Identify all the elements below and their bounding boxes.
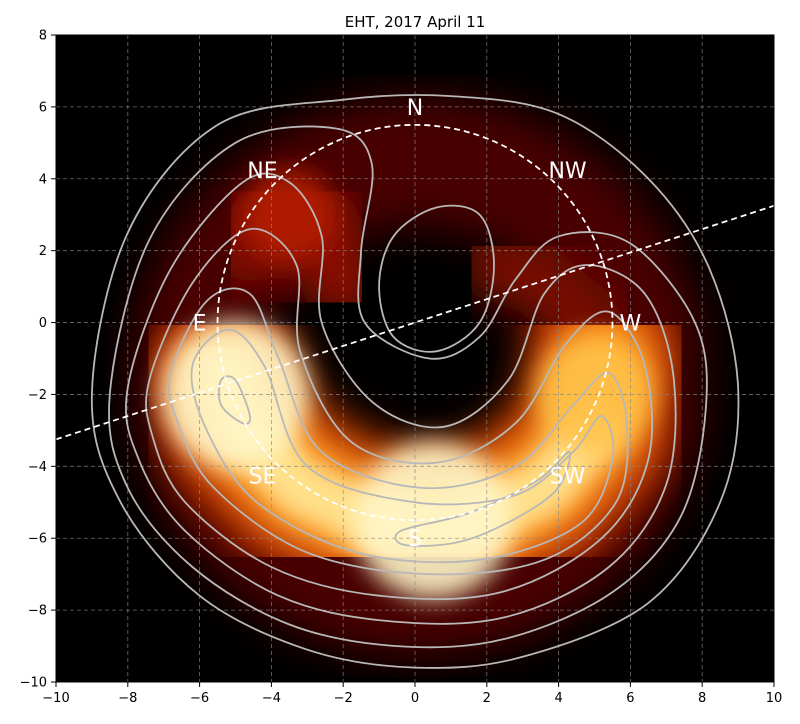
chart-title: EHT, 2017 April 11: [345, 13, 486, 31]
y-tick-label: −8: [28, 604, 47, 619]
x-tick-label: −8: [118, 691, 137, 706]
brightness-peak: [535, 335, 654, 454]
y-tick-label: −4: [28, 460, 47, 475]
grid-lines: [56, 35, 774, 682]
contour-line: [217, 375, 252, 425]
contour-line: [378, 204, 495, 353]
contour-line: [190, 328, 615, 564]
x-axis: −10 −8 −6 −4 −2 0 2 4 6 8 10: [42, 682, 782, 706]
direction-label: NE: [247, 159, 277, 184]
direction-label: SW: [550, 464, 586, 489]
y-tick-label: 2: [39, 244, 47, 259]
direction-label: E: [193, 312, 207, 337]
contour-line: [145, 227, 653, 600]
y-tick-label: 8: [39, 29, 47, 44]
direction-label: S: [408, 527, 422, 552]
contour-line: [168, 287, 629, 576]
y-tick-label: 4: [39, 172, 47, 187]
x-tick-label: 4: [554, 691, 562, 706]
direction-label: N: [407, 96, 423, 121]
reference-line: [56, 204, 774, 441]
y-tick-label: −10: [20, 676, 47, 691]
x-tick-label: 6: [626, 691, 634, 706]
x-tick-label: −10: [42, 691, 69, 706]
x-tick-label: 8: [698, 691, 706, 706]
direction-label: W: [620, 312, 642, 337]
y-tick-label: −2: [28, 388, 47, 403]
contour-line: [108, 125, 708, 649]
x-tick-label: −4: [262, 691, 281, 706]
y-tick-label: −6: [28, 532, 47, 547]
reference-overlays: [56, 123, 774, 522]
direction-labels: N NE E SE S SW W NW: [193, 96, 642, 552]
y-tick-label: 0: [39, 316, 47, 331]
y-axis: −10 −8 −6 −4 −2 0 2 4 6 8: [20, 29, 56, 691]
brightness-peak: [161, 320, 310, 469]
x-tick-label: 2: [483, 691, 491, 706]
x-tick-label: 0: [411, 691, 419, 706]
contour-line: [124, 172, 677, 625]
y-tick-label: 6: [39, 100, 47, 115]
x-tick-label: 10: [766, 691, 783, 706]
direction-label: SE: [248, 464, 276, 489]
contour-line: [90, 94, 740, 669]
ring-circle: [216, 123, 614, 522]
direction-label: NW: [548, 159, 586, 184]
x-tick-label: −6: [190, 691, 209, 706]
x-tick-label: −2: [334, 691, 353, 706]
